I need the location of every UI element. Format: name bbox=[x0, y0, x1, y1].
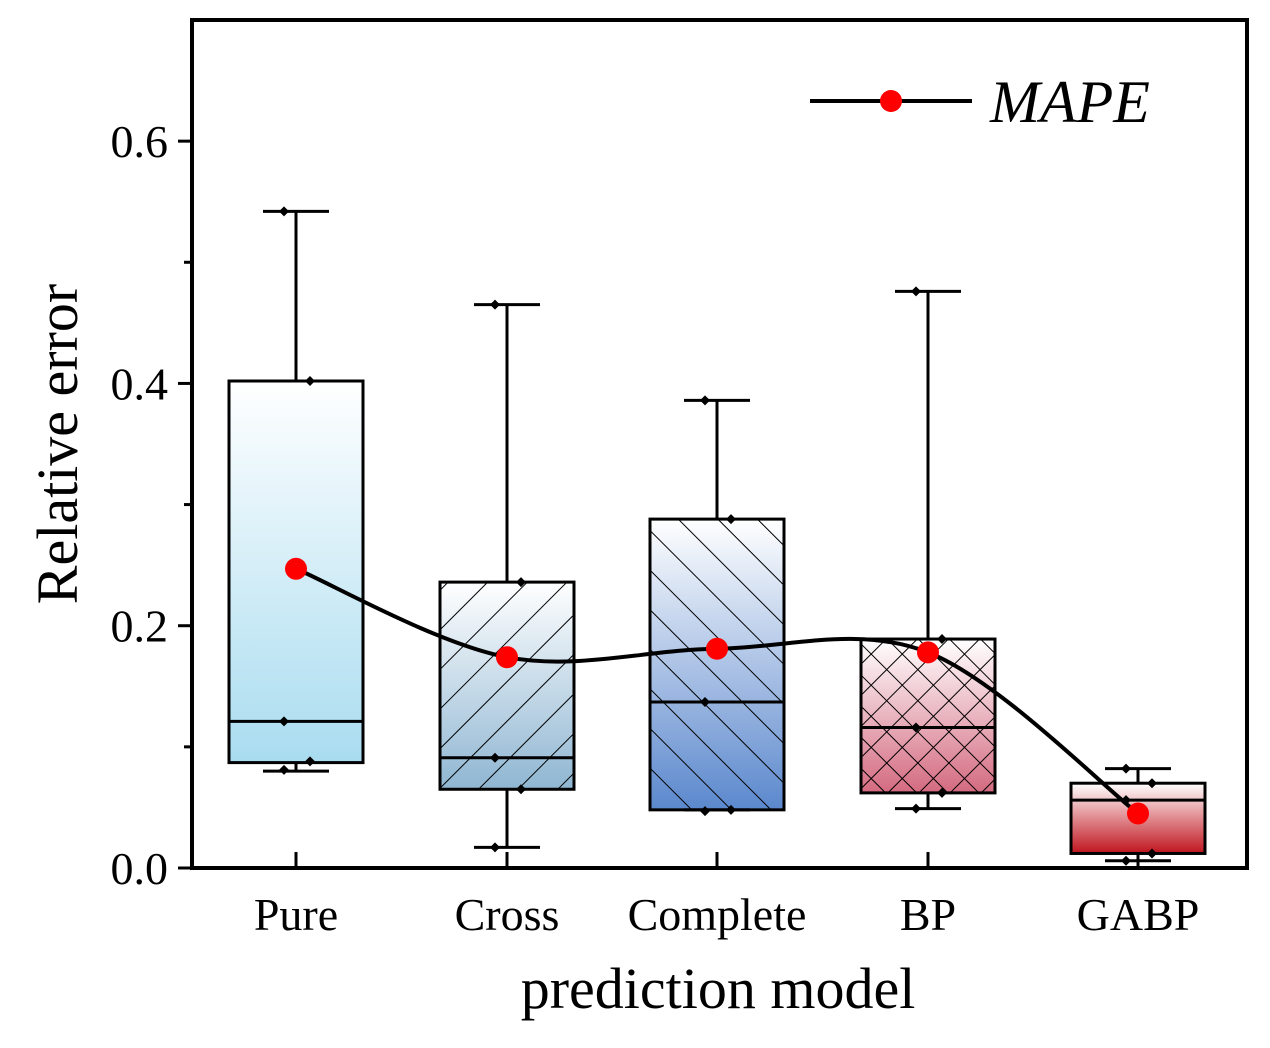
data-point-gabp bbox=[1121, 855, 1131, 866]
data-point-complete bbox=[700, 697, 710, 708]
data-point-bp bbox=[911, 722, 921, 733]
legend-marker bbox=[880, 90, 902, 112]
box-hatch-bp bbox=[861, 639, 995, 793]
x-tick-label-complete: Complete bbox=[628, 889, 807, 940]
y-tick-label: 0.6 bbox=[111, 116, 169, 167]
data-point-pure bbox=[305, 756, 315, 767]
x-tick-label-cross: Cross bbox=[455, 889, 560, 940]
x-tick-label-gabp: GABP bbox=[1077, 889, 1200, 940]
legend: MAPE bbox=[810, 69, 1150, 135]
mape-point-cross bbox=[496, 646, 518, 669]
data-point-cross bbox=[490, 299, 500, 310]
data-point-complete bbox=[700, 806, 710, 817]
data-point-bp bbox=[937, 634, 947, 645]
data-point-complete bbox=[726, 804, 736, 815]
data-point-bp bbox=[937, 787, 947, 798]
mape-point-gabp bbox=[1127, 802, 1149, 825]
x-tick-label-bp: BP bbox=[900, 889, 956, 940]
data-point-complete bbox=[726, 514, 736, 525]
y-axis-label: Relative error bbox=[25, 284, 90, 604]
box-hatch-cross bbox=[440, 582, 574, 790]
mape-markers-layer bbox=[285, 557, 1149, 825]
data-point-pure bbox=[279, 206, 289, 217]
data-point-bp bbox=[911, 803, 921, 814]
y-axis: 0.0 0.2 0.4 0.6 bbox=[111, 116, 192, 894]
data-point-pure bbox=[279, 716, 289, 727]
data-point-cross bbox=[516, 784, 526, 795]
y-tick-label: 0.0 bbox=[111, 843, 169, 894]
y-tick-label: 0.4 bbox=[111, 358, 169, 409]
mape-point-bp bbox=[917, 641, 939, 664]
data-point-pure bbox=[305, 376, 315, 387]
data-point-gabp bbox=[1147, 848, 1157, 859]
data-point-cross bbox=[490, 842, 500, 853]
x-tick-label-pure: Pure bbox=[254, 889, 338, 940]
data-point-complete bbox=[700, 395, 710, 406]
mape-point-pure bbox=[285, 557, 307, 580]
box-hatch-complete bbox=[650, 519, 784, 810]
data-point-cross bbox=[490, 752, 500, 763]
data-point-cross bbox=[516, 577, 526, 588]
data-point-gabp bbox=[1147, 778, 1157, 789]
data-point-gabp bbox=[1121, 763, 1131, 774]
data-point-bp bbox=[911, 286, 921, 297]
x-axis: Pure Cross Complete BP GABP bbox=[254, 852, 1200, 940]
mape-point-complete bbox=[706, 637, 728, 660]
whiskers-layer bbox=[263, 209, 1171, 863]
data-point-pure bbox=[279, 764, 289, 775]
plot-frame bbox=[190, 18, 1249, 870]
legend-label: MAPE bbox=[989, 69, 1150, 135]
y-tick-label: 0.2 bbox=[111, 601, 169, 652]
x-axis-label: prediction model bbox=[521, 956, 916, 1021]
data-points-layer bbox=[279, 206, 1157, 866]
